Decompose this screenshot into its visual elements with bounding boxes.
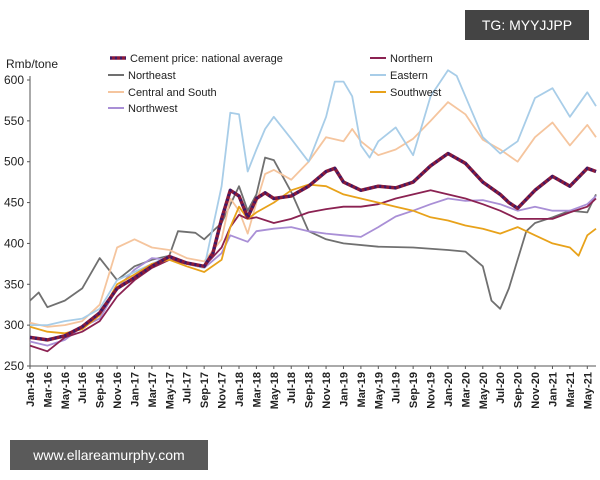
- series-line-northern: [29, 189, 597, 353]
- y-tick-label: 350: [4, 277, 24, 291]
- x-tick-label: Jan-18: [234, 372, 246, 407]
- legend: Cement price: national average Northeast C…: [108, 53, 441, 115]
- watermark-tag: TG: MYYJJPP: [465, 10, 589, 40]
- x-tick-label: Sep-16: [95, 372, 107, 408]
- x-tick-label: Mar-18: [251, 372, 263, 407]
- x-tick-label: May-17: [164, 372, 176, 409]
- x-tick-label: Sep-19: [408, 372, 420, 408]
- y-tick-label: 400: [4, 236, 24, 250]
- x-tick-label: Nov-17: [217, 372, 229, 409]
- y-tick-label: 450: [4, 196, 24, 210]
- y-tick-label: 550: [4, 114, 24, 128]
- y-axis-label: Rmb/tone: [6, 57, 58, 71]
- x-tick-label: Sep-20: [513, 372, 525, 408]
- series-line-central-and-south: [29, 101, 597, 328]
- x-tick-label: May-18: [269, 372, 281, 409]
- watermark-url[interactable]: www.ellareamurphy.com: [10, 440, 208, 470]
- x-tick-label: May-16: [60, 372, 72, 409]
- x-tick-label: Jul-17: [182, 372, 194, 404]
- x-tick-label: Mar-17: [147, 372, 159, 407]
- series-line-northwest: [29, 195, 597, 347]
- x-tick-label: Jan-20: [443, 372, 455, 407]
- x-tick-label: Jan-16: [25, 372, 37, 407]
- legend-label: Northeast: [128, 70, 176, 82]
- x-tick-label: Nov-16: [112, 372, 124, 409]
- series-lines: [29, 69, 597, 353]
- legend-label: Northwest: [128, 103, 178, 115]
- y-tick-label: 250: [4, 359, 24, 373]
- legend-label: Southwest: [390, 87, 441, 99]
- y-tick-label: 300: [4, 318, 24, 332]
- x-tick-label: May-20: [478, 372, 490, 409]
- x-tick-label: Nov-19: [426, 372, 438, 409]
- x-tick-label: May-21: [582, 372, 594, 409]
- x-tick-label: Nov-20: [530, 372, 542, 409]
- y-tick-label: 600: [4, 73, 24, 87]
- x-tick-label: Sep-17: [199, 372, 211, 408]
- y-tick-label: 500: [4, 155, 24, 169]
- x-tick-label: Jan-19: [338, 372, 350, 407]
- x-tick-label: Mar-20: [460, 372, 472, 407]
- series-line-national-average-base: [29, 151, 597, 342]
- axes: [29, 76, 596, 367]
- series-line-southwest: [29, 183, 597, 335]
- legend-label: Central and South: [128, 87, 217, 99]
- x-tick-label: Jul-18: [286, 372, 298, 404]
- x-tick-label: Jan-17: [129, 372, 141, 407]
- x-tick-label: May-19: [373, 372, 385, 409]
- x-tick-label: Jul-19: [391, 372, 403, 404]
- legend-label: Northern: [390, 53, 433, 65]
- y-ticks: 250 300 350 400 450 500 550 600: [4, 73, 30, 373]
- x-tick-label: Jul-16: [77, 372, 89, 404]
- x-tick-label: Mar-19: [356, 372, 368, 407]
- legend-label: Eastern: [390, 70, 428, 82]
- x-tick-label: Sep-18: [304, 372, 316, 408]
- legend-label: Cement price: national average: [130, 53, 283, 65]
- x-ticks: Jan-16 Mar-16 May-16 Jul-16 Sep-16 Nov-16 Jan-…: [25, 366, 594, 409]
- x-tick-label: Jan-21: [547, 372, 559, 407]
- x-tick-label: Mar-21: [565, 372, 577, 407]
- x-tick-label: Mar-16: [42, 372, 54, 407]
- x-tick-label: Nov-18: [321, 372, 333, 409]
- x-tick-label: Jul-20: [495, 372, 507, 404]
